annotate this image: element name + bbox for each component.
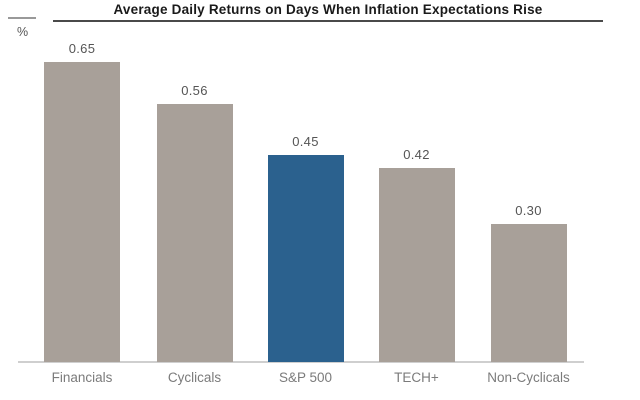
bar-value-label-non-cyclicals: 0.30 [515,203,542,218]
y-axis-unit-label: % [17,25,29,39]
bar-category-label-financials: Financials [51,370,113,385]
bar-non-cyclicals [490,224,567,362]
bar-value-label-financials: 0.65 [68,41,96,56]
bar-category-label-tech: TECH+ [394,370,439,385]
bar-category-label-s-p-500: S&P 500 [278,370,333,385]
bar-tech [378,168,455,362]
bar-category-label-cyclicals: Cyclicals [167,370,222,385]
bar-cyclicals [156,104,233,362]
bar-value-label-s-p-500: 0.45 [292,134,319,149]
unit-dash-line [8,17,36,19]
x-axis-baseline [18,361,584,363]
bar-category-label-non-cyclicals: Non-Cyclicals [487,370,570,385]
bar-value-label-cyclicals: 0.56 [181,83,208,98]
bar-value-label-tech: 0.42 [403,147,430,162]
bar-financials [44,62,120,362]
chart-title: Average Daily Returns on Days When Infla… [53,2,603,22]
bar-s-p-500 [267,155,344,362]
